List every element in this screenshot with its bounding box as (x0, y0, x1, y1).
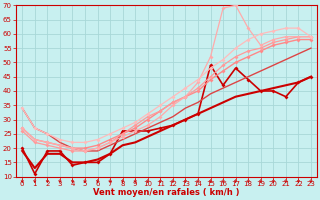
X-axis label: Vent moyen/en rafales ( km/h ): Vent moyen/en rafales ( km/h ) (93, 188, 240, 197)
